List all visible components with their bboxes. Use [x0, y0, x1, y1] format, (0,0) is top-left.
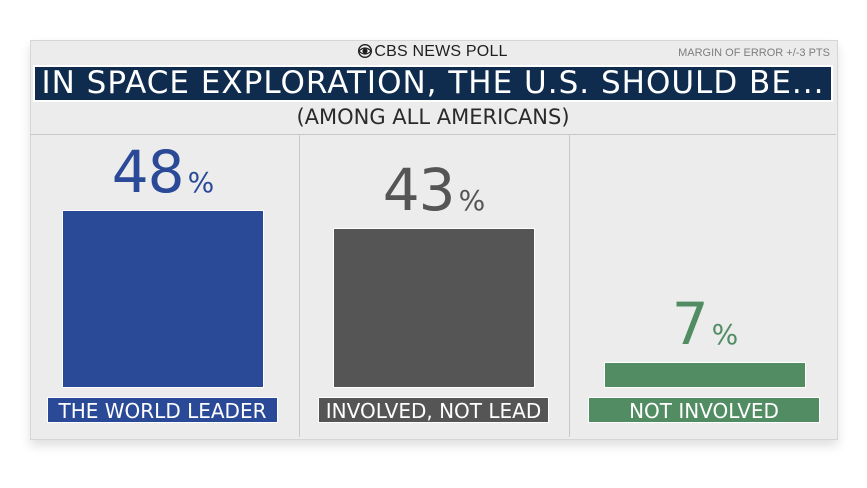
value-label: 48% [53, 138, 273, 206]
value-unit: % [711, 317, 739, 351]
brand: CBS NEWS POLL [30, 43, 836, 61]
header-divider [30, 134, 836, 135]
value-label: 7% [595, 290, 815, 358]
title-bar: IN SPACE EXPLORATION, THE U.S. SHOULD BE… [33, 65, 833, 102]
value-number: 48 [111, 137, 185, 206]
brand-text: CBS NEWS POLL [374, 43, 508, 60]
cbs-eye-icon [358, 44, 373, 58]
chart-title: IN SPACE EXPLORATION, THE U.S. SHOULD BE… [41, 65, 825, 101]
chart-subtitle: (AMONG ALL AMERICANS) [296, 105, 570, 129]
value-number: 43 [382, 156, 456, 225]
value-label: 43% [324, 156, 544, 224]
bar [333, 228, 535, 388]
category-label: INVOLVED, NOT LEAD [318, 397, 549, 423]
chart-header: CBS NEWS POLL MARGIN OF ERROR +/-3 PTS [30, 40, 836, 64]
category-label: THE WORLD LEADER [47, 397, 278, 423]
column-divider [569, 135, 570, 437]
category-label: NOT INVOLVED [588, 397, 820, 423]
column-divider [299, 135, 300, 437]
margin-of-error: MARGIN OF ERROR +/-3 PTS [678, 47, 830, 59]
value-number: 7 [671, 289, 709, 358]
value-unit: % [187, 165, 215, 199]
bar [62, 209, 264, 388]
bar [604, 361, 806, 388]
value-unit: % [458, 184, 486, 218]
